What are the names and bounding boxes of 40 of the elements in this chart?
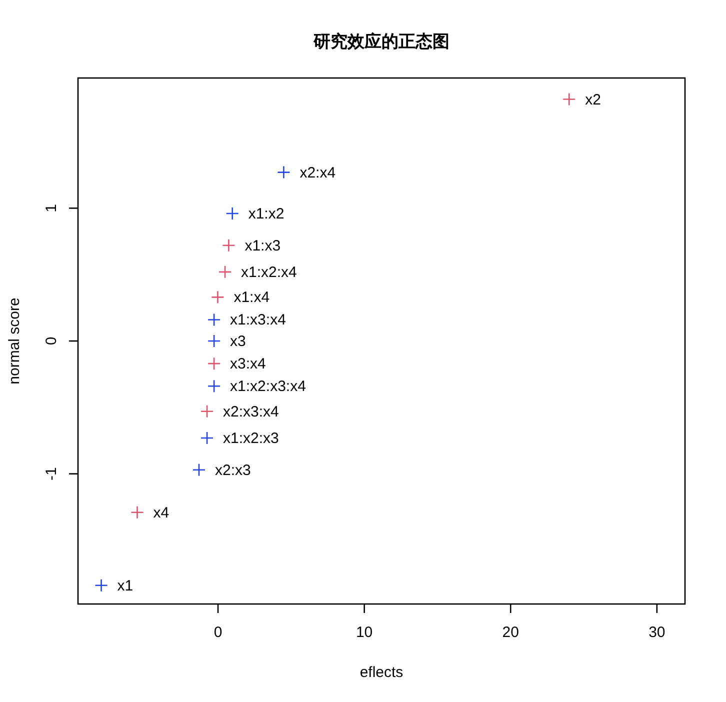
point bbox=[200, 431, 214, 445]
y-tick-label: 0 bbox=[43, 336, 60, 346]
point bbox=[277, 166, 290, 179]
y-tick-label: 1 bbox=[43, 204, 60, 212]
chart-title: 研究效应的正态图 bbox=[312, 32, 450, 51]
x-tick-label: 20 bbox=[502, 624, 519, 641]
x-tick-label: 30 bbox=[648, 624, 666, 641]
point bbox=[562, 92, 576, 106]
point bbox=[226, 206, 239, 220]
annotation: x2 bbox=[585, 91, 601, 108]
point bbox=[200, 404, 214, 418]
annotation: x4 bbox=[153, 504, 170, 522]
annotation: x1:x3 bbox=[244, 237, 281, 254]
point bbox=[207, 334, 221, 348]
point bbox=[218, 265, 232, 279]
annotation: x2:x4 bbox=[300, 164, 336, 182]
x-axis-title: eflects bbox=[360, 664, 404, 681]
x-tick-label: 0 bbox=[214, 624, 222, 641]
point bbox=[192, 463, 206, 476]
annotation: x2:x3:x4 bbox=[223, 403, 279, 420]
y-tick-label: -1 bbox=[43, 467, 60, 480]
annotation: x1:x2:x3:x4 bbox=[230, 378, 306, 396]
annotation: x1:x3:x4 bbox=[230, 312, 286, 329]
annotation: x1:x2:x4 bbox=[241, 264, 297, 281]
point bbox=[94, 578, 108, 592]
point bbox=[207, 313, 221, 326]
y-axis-title: normal score bbox=[6, 298, 23, 384]
point bbox=[130, 506, 144, 519]
annotation: x1:x4 bbox=[234, 289, 270, 306]
point bbox=[211, 290, 224, 304]
point bbox=[207, 356, 221, 370]
point bbox=[222, 238, 236, 252]
annotation: x2:x3 bbox=[214, 462, 251, 479]
annotation: x3 bbox=[230, 333, 246, 350]
annotation: x1 bbox=[117, 577, 134, 594]
annotation: x3:x4 bbox=[230, 356, 266, 373]
annotation: x1:x2 bbox=[248, 205, 284, 222]
annotation: x1:x2:x3 bbox=[223, 430, 279, 447]
x-tick-label: 10 bbox=[356, 624, 373, 641]
point bbox=[207, 380, 221, 393]
